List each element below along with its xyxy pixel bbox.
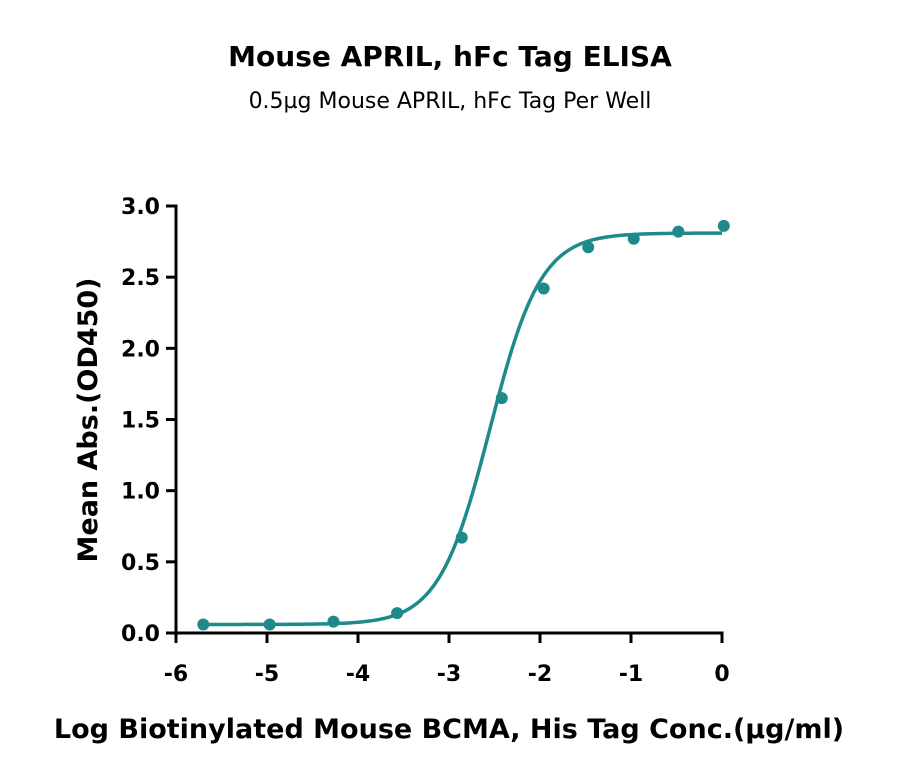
fit-curve: [203, 231, 722, 627]
data-point: [391, 607, 404, 620]
x-tick-label: -3: [437, 662, 461, 687]
data-point: [263, 618, 276, 631]
y-axis-label: Mean Abs.(OD450): [73, 278, 104, 563]
y-tick-label: 3.0: [121, 195, 160, 220]
data-point: [327, 615, 340, 628]
data-point: [537, 282, 550, 295]
data-point: [717, 219, 730, 232]
x-tick-label: -6: [164, 662, 188, 687]
y-tick-label: 2.0: [121, 337, 160, 362]
y-tick-label: 2.5: [121, 266, 160, 291]
data-point: [495, 392, 508, 405]
y-tick-label: 0.5: [121, 551, 160, 576]
chart-title: Mouse APRIL, hFc Tag ELISA: [228, 40, 672, 73]
x-tick-label: -4: [346, 662, 370, 687]
data-point: [627, 232, 640, 245]
data-point: [672, 225, 685, 238]
data-points: [197, 219, 730, 631]
x-tick-label: -2: [528, 662, 552, 687]
y-tick-label: 1.5: [121, 409, 160, 434]
data-point: [197, 618, 210, 631]
chart-subtitle: 0.5µg Mouse APRIL, hFc Tag Per Well: [249, 89, 652, 114]
x-axis-label: Log Biotinylated Mouse BCMA, His Tag Con…: [54, 714, 844, 745]
x-tick-label: -1: [619, 662, 643, 687]
y-tick-label: 0.0: [121, 622, 160, 647]
y-axis-ticks: 0.0 0.5 1.0 1.5 2.0 2.5 3.0: [121, 195, 176, 647]
x-tick-label: -5: [255, 662, 279, 687]
x-tick-label: 0: [714, 662, 729, 687]
x-axis-ticks: -6 -5 -4 -3 -2 -1 0: [164, 633, 730, 687]
data-point: [582, 241, 595, 254]
data-point: [455, 531, 468, 544]
y-tick-label: 1.0: [121, 480, 160, 505]
